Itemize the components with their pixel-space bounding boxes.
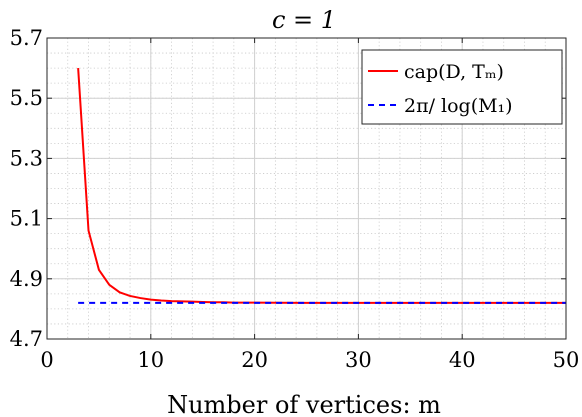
legend-label-1: 2π/ log(M₁) [404, 95, 513, 117]
y-tick-label: 5.3 [10, 146, 43, 170]
x-tick-label: 50 [553, 348, 580, 372]
x-tick-label: 10 [137, 348, 164, 372]
x-tick-label: 0 [40, 348, 53, 372]
y-tick-label: 5.7 [10, 26, 43, 50]
series-layer [77, 68, 566, 304]
x-tick-label: 40 [449, 348, 476, 372]
x-tick-label: 30 [345, 348, 372, 372]
y-tick-label: 4.7 [10, 327, 43, 351]
x-tick-label: 20 [241, 348, 268, 372]
y-tick-labels: 4.7 4.9 5.1 5.3 5.5 5.7 [10, 26, 43, 351]
axis-ticks [46, 37, 567, 340]
chart-title: c = 1 [272, 6, 336, 34]
legend-box [361, 49, 563, 125]
legend-label-0: cap(D, Tₘ) [404, 61, 504, 83]
legend: cap(D, Tₘ) 2π/ log(M₁) [361, 49, 563, 125]
x-axis-label: Number of vertices: m [167, 391, 441, 417]
y-tick-label: 5.1 [10, 207, 43, 231]
y-tick-label: 4.9 [10, 267, 43, 291]
y-tick-label: 5.5 [10, 86, 43, 110]
x-tick-labels: 0 10 20 30 40 50 [40, 348, 579, 372]
plot-area-frame [46, 37, 567, 340]
